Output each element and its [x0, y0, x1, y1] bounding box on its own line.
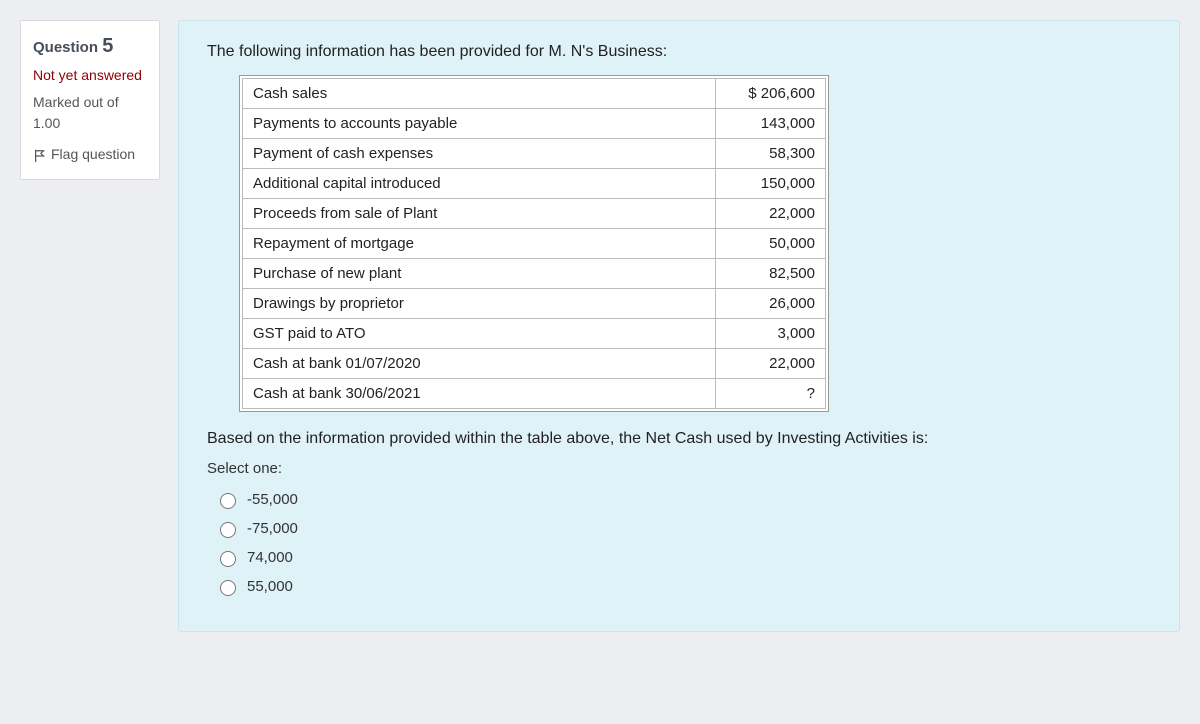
row-value: ? [716, 379, 826, 409]
data-table-wrap: Cash sales$ 206,600 Payments to accounts… [239, 75, 829, 412]
table-row: Cash at bank 30/06/2021? [243, 379, 826, 409]
question-number: 5 [102, 35, 113, 57]
row-value: 3,000 [716, 319, 826, 349]
question-info-sidebar: Question 5 Not yet answered Marked out o… [20, 20, 160, 180]
data-table-body: Cash sales$ 206,600 Payments to accounts… [243, 79, 826, 409]
row-value: $ 206,600 [716, 79, 826, 109]
answer-label[interactable]: 74,000 [247, 549, 293, 566]
answer-label[interactable]: 55,000 [247, 578, 293, 595]
row-label: Purchase of new plant [243, 259, 716, 289]
answer-radio-3[interactable] [220, 580, 236, 596]
row-label: Cash sales [243, 79, 716, 109]
table-row: GST paid to ATO3,000 [243, 319, 826, 349]
answer-option: 55,000 [215, 572, 1151, 601]
row-label: Repayment of mortgage [243, 229, 716, 259]
question-content: The following information has been provi… [178, 20, 1180, 632]
answer-status: Not yet answered [33, 65, 147, 86]
row-value: 58,300 [716, 139, 826, 169]
row-value: 143,000 [716, 109, 826, 139]
mark-info: Marked out of 1.00 [33, 92, 147, 134]
question-page: Question 5 Not yet answered Marked out o… [20, 20, 1180, 632]
select-one-prompt: Select one: [207, 460, 1151, 477]
answer-label[interactable]: -75,000 [247, 520, 298, 537]
row-label: Cash at bank 01/07/2020 [243, 349, 716, 379]
table-row: Proceeds from sale of Plant22,000 [243, 199, 826, 229]
data-table: Cash sales$ 206,600 Payments to accounts… [242, 78, 826, 409]
answer-label[interactable]: -55,000 [247, 491, 298, 508]
row-value: 50,000 [716, 229, 826, 259]
row-label: Payments to accounts payable [243, 109, 716, 139]
row-label: Cash at bank 30/06/2021 [243, 379, 716, 409]
row-value: 22,000 [716, 349, 826, 379]
row-value: 26,000 [716, 289, 826, 319]
row-label: Drawings by proprietor [243, 289, 716, 319]
flag-question-label: Flag question [51, 144, 135, 165]
row-value: 150,000 [716, 169, 826, 199]
table-row: Payments to accounts payable143,000 [243, 109, 826, 139]
answer-option: -55,000 [215, 485, 1151, 514]
answer-radio-2[interactable] [220, 551, 236, 567]
question-number-heading: Question 5 [33, 31, 147, 61]
row-label: Proceeds from sale of Plant [243, 199, 716, 229]
row-label: Additional capital introduced [243, 169, 716, 199]
question-label: Question [33, 39, 98, 56]
table-row: Cash at bank 01/07/202022,000 [243, 349, 826, 379]
flag-question-link[interactable]: Flag question [33, 144, 147, 165]
answer-option: 74,000 [215, 543, 1151, 572]
row-value: 22,000 [716, 199, 826, 229]
answer-radio-1[interactable] [220, 522, 236, 538]
table-row: Additional capital introduced150,000 [243, 169, 826, 199]
row-label: GST paid to ATO [243, 319, 716, 349]
table-row: Drawings by proprietor26,000 [243, 289, 826, 319]
table-row: Cash sales$ 206,600 [243, 79, 826, 109]
flag-icon [33, 148, 47, 162]
table-row: Purchase of new plant82,500 [243, 259, 826, 289]
answer-radio-0[interactable] [220, 493, 236, 509]
table-row: Payment of cash expenses58,300 [243, 139, 826, 169]
answer-options: -55,000 -75,000 74,000 55,000 [215, 485, 1151, 601]
question-stem: The following information has been provi… [207, 43, 1151, 61]
answer-option: -75,000 [215, 514, 1151, 543]
question-text: Based on the information provided within… [207, 430, 1151, 448]
row-value: 82,500 [716, 259, 826, 289]
table-row: Repayment of mortgage50,000 [243, 229, 826, 259]
row-label: Payment of cash expenses [243, 139, 716, 169]
